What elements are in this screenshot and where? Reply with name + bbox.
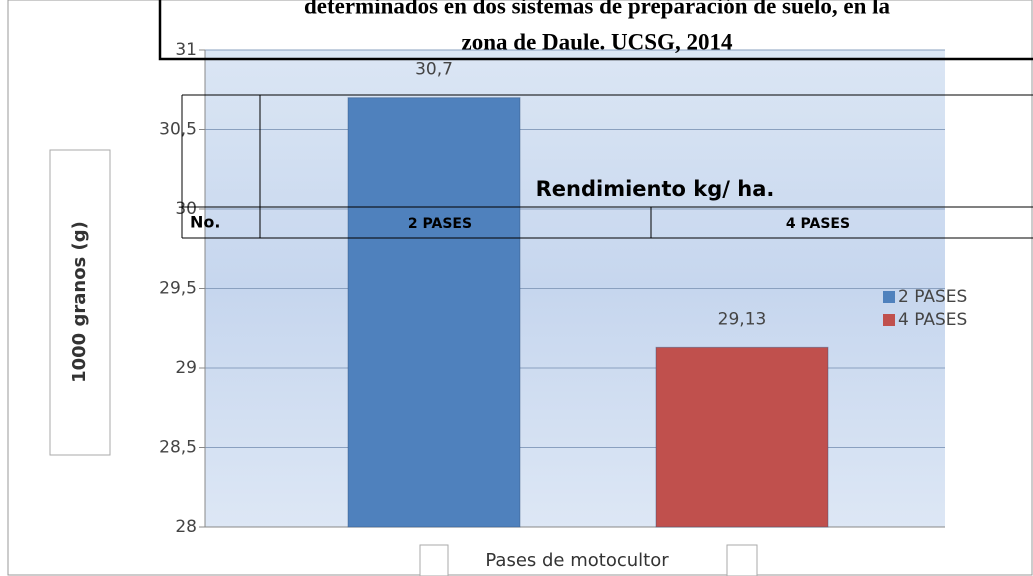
legend-label: 2 PASES (898, 287, 967, 307)
y-tick-label: 28 (175, 517, 197, 537)
overlay: determinados en dos sistemas de preparac… (158, 0, 1033, 239)
bar (347, 97, 521, 528)
bar (655, 346, 829, 528)
title-box (158, 0, 1033, 61)
y-axis-label: 1000 granos (g) (69, 221, 90, 383)
x-label-box (419, 544, 449, 576)
x-axis-label: Pases de motocultor (485, 550, 669, 571)
title-line: zona de Daule. UCSG, 2014 (462, 29, 733, 54)
ylabel-box (49, 149, 111, 456)
table-header: 2 PASES (408, 216, 472, 232)
table-header: 4 PASES (786, 216, 850, 232)
y-tick-label: 30,5 (159, 120, 197, 140)
legend-swatch (883, 314, 895, 326)
legend-swatch (883, 291, 895, 303)
y-tick-label: 28,5 (159, 438, 197, 458)
y-tick-label: 30 (175, 199, 197, 219)
legend-label: 4 PASES (898, 310, 967, 330)
y-tick-label: 31 (175, 40, 197, 60)
x-label-box (726, 544, 758, 576)
table-header: No. (190, 213, 220, 232)
data-label: 30,7 (415, 60, 453, 80)
table-caption: Rendimiento kg/ ha. (536, 177, 775, 201)
frame (7, 0, 1033, 576)
data-label: 29,13 (718, 309, 767, 329)
y-tick-label: 29 (175, 358, 197, 378)
y-tick-label: 29,5 (159, 279, 197, 299)
title-line: determinados en dos sistemas de preparac… (304, 0, 891, 18)
